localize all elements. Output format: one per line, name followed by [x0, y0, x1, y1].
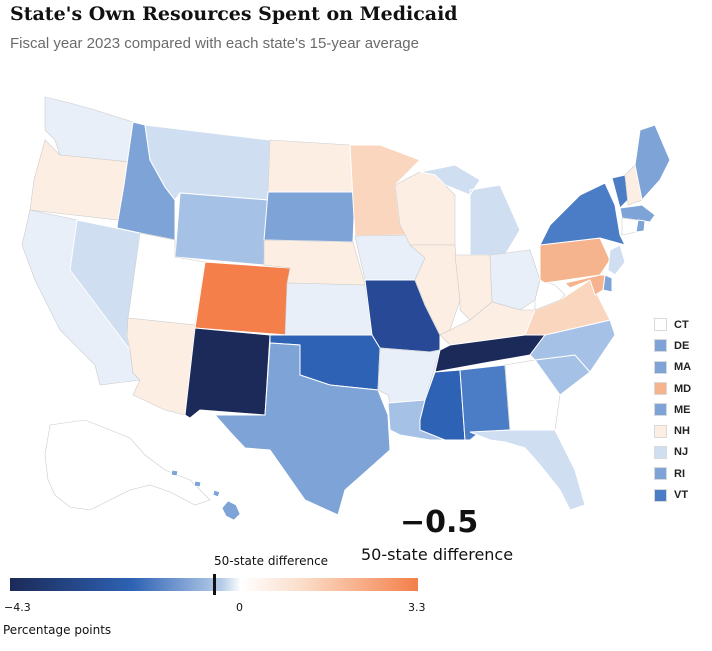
state-MA	[619, 204, 656, 223]
state-OH	[489, 249, 541, 311]
legend-swatch	[654, 360, 667, 374]
state-AZ	[126, 317, 196, 416]
legend-item-nj: NJ	[654, 442, 709, 463]
scale-marker	[213, 574, 216, 595]
legend-item-vt: VT	[654, 484, 709, 505]
legend-item-ct: CT	[654, 314, 709, 335]
hawaii-island-maui	[212, 489, 221, 498]
legend-label: NH	[674, 425, 690, 438]
legend-swatch	[654, 318, 667, 332]
legend-item-de: DE	[654, 335, 709, 356]
legend-item-me: ME	[654, 399, 709, 420]
hawaii-island-oahu	[193, 480, 202, 488]
legend-label: ME	[674, 403, 691, 416]
legend-swatch	[654, 382, 667, 396]
legend-swatch	[654, 424, 667, 438]
state-CO	[194, 261, 291, 336]
legend-swatch	[654, 445, 667, 459]
scale-max-label: 3.3	[408, 601, 426, 614]
state-WA	[44, 96, 134, 163]
state-HI	[221, 500, 241, 521]
legend-label: CT	[674, 318, 689, 331]
state-SD	[263, 191, 356, 243]
national-value-label: 50-state difference	[361, 545, 514, 564]
legend-swatch	[654, 339, 667, 353]
scale-marker-label: 50-state difference	[214, 554, 329, 568]
state-AK	[44, 419, 211, 511]
legend-label: MD	[674, 382, 692, 395]
legend-item-ri: RI	[654, 463, 709, 484]
legend-item-ma: MA	[654, 357, 709, 378]
state-MI	[419, 164, 521, 256]
legend-swatch	[654, 488, 667, 502]
chart-subtitle: Fiscal year 2023 compared with each stat…	[10, 35, 419, 52]
legend-label: MA	[674, 361, 692, 374]
scale-mid-label: 0	[236, 601, 243, 614]
small-states-legend: CT DE MA MD ME NH NJ RI VT	[654, 314, 709, 506]
legend-swatch	[654, 403, 667, 417]
state-AL	[459, 364, 511, 441]
hawaii-islands	[170, 469, 241, 521]
state-NY	[539, 182, 626, 246]
state-FL	[469, 429, 586, 511]
chart-title: State's Own Resources Spent on Medicaid	[10, 3, 458, 25]
scale-min-label: −4.3	[4, 601, 31, 614]
state-NJ	[607, 244, 626, 276]
legend-label: RI	[674, 467, 685, 480]
state-TX	[213, 342, 391, 516]
scale-unit-label: Percentage points	[3, 623, 112, 637]
hawaii-island-kauai	[170, 469, 179, 477]
state-MD	[564, 274, 606, 296]
state-NM	[184, 327, 271, 419]
state-GA	[504, 359, 561, 431]
state-WY	[174, 192, 269, 266]
state-ND	[267, 139, 356, 193]
legend-swatch	[654, 467, 667, 481]
legend-label: DE	[674, 339, 690, 352]
state-RI	[635, 219, 646, 233]
legend-label: NJ	[674, 446, 689, 459]
legend-label: VT	[674, 489, 689, 502]
legend-item-nh: NH	[654, 420, 709, 441]
state-ME	[634, 124, 671, 202]
state-KS	[284, 282, 373, 336]
legend-item-md: MD	[654, 378, 709, 399]
national-value: −0.5	[400, 505, 479, 540]
